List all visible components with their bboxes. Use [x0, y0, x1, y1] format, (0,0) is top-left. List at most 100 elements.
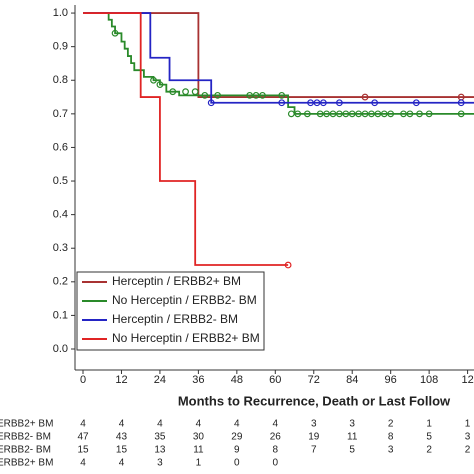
risk-count: 3 — [157, 458, 163, 469]
x-tick-label: 96 — [385, 374, 397, 386]
censor-mark — [374, 110, 382, 118]
censor-mark — [387, 110, 395, 118]
risk-count: 47 — [77, 432, 89, 443]
censor-mark — [246, 91, 254, 99]
risk-count: 35 — [154, 432, 166, 443]
risk-row-label: ERBB2+ BM — [0, 419, 53, 430]
censor-mark — [201, 91, 209, 99]
risk-count: 1 — [465, 419, 471, 430]
legend-label: Herceptin / ERBB2- BM — [112, 312, 238, 326]
censor-mark — [319, 99, 327, 107]
risk-count: 3 — [388, 445, 394, 456]
x-tick-label: 12 — [115, 374, 127, 386]
censor-mark — [416, 110, 423, 118]
risk-count: 29 — [231, 432, 243, 443]
censor-mark — [191, 88, 199, 96]
censor-mark — [368, 110, 375, 118]
risk-count: 26 — [270, 432, 282, 443]
censor-mark — [316, 110, 324, 118]
risk-count: 30 — [193, 432, 205, 443]
x-tick-label: 36 — [192, 374, 204, 386]
risk-count: 4 — [157, 419, 163, 430]
risk-count: 0 — [234, 458, 240, 469]
risk-count: 2 — [465, 445, 471, 456]
risk-count: 4 — [119, 419, 125, 430]
survival-curve — [83, 12, 474, 104]
censor-mark — [294, 110, 302, 118]
censor-mark — [425, 110, 433, 118]
censor-mark — [252, 91, 260, 99]
y-tick-label: 0.1 — [53, 309, 68, 321]
censor-mark — [335, 110, 343, 118]
risk-row-label: ERBB2- BM — [0, 432, 51, 443]
censor-mark — [457, 99, 465, 107]
censor-mark — [156, 81, 164, 89]
censor-mark — [406, 110, 414, 118]
censor-mark — [412, 99, 420, 107]
risk-count: 1 — [426, 419, 432, 430]
x-axis-title: Months to Recurrence, Death or Last Foll… — [178, 393, 451, 408]
censor-mark — [284, 261, 292, 269]
y-tick-label: 0.5 — [53, 175, 68, 187]
y-tick-label: 0.8 — [53, 74, 68, 86]
risk-count: 4 — [80, 419, 86, 430]
censor-mark — [278, 91, 286, 99]
censor-mark — [214, 91, 222, 99]
censor-mark — [457, 110, 465, 118]
x-tick-label: 12 — [461, 374, 473, 386]
censor-mark — [361, 110, 369, 118]
x-tick-label: 60 — [269, 374, 281, 386]
risk-count: 13 — [154, 445, 166, 456]
risk-count: 43 — [116, 432, 128, 443]
y-tick-label: 0.3 — [53, 242, 68, 254]
censor-mark — [323, 110, 330, 118]
censor-mark — [380, 110, 388, 118]
censor-mark — [278, 99, 286, 107]
censor-mark — [259, 91, 266, 99]
x-tick-label: 84 — [346, 374, 358, 386]
censor-mark — [371, 99, 379, 107]
censor-mark — [361, 93, 369, 101]
risk-count: 3 — [465, 432, 471, 443]
risk-count: 2 — [426, 445, 432, 456]
risk-count: 5 — [349, 445, 355, 456]
censor-mark — [182, 88, 189, 96]
legend-label: No Herceptin / ERBB2- BM — [112, 293, 257, 307]
risk-count: 11 — [347, 432, 358, 443]
risk-count: 2 — [388, 419, 394, 430]
censor-mark — [348, 110, 356, 118]
risk-count: 7 — [311, 445, 317, 456]
censor-mark — [329, 110, 337, 118]
risk-count: 5 — [426, 432, 432, 443]
risk-count: 11 — [193, 445, 204, 456]
censor-mark — [287, 110, 295, 118]
y-tick-label: 0.6 — [53, 141, 68, 153]
x-tick-label: 72 — [308, 374, 320, 386]
censor-mark — [307, 99, 314, 107]
risk-count: 9 — [234, 445, 240, 456]
x-tick-label: 48 — [231, 374, 243, 386]
legend-box — [76, 271, 265, 351]
survival-curve — [83, 12, 289, 266]
risk-count: 0 — [273, 458, 279, 469]
risk-count: 15 — [77, 445, 89, 456]
survival-curve — [83, 12, 474, 115]
risk-count: 1 — [196, 458, 202, 469]
y-tick-label: 0.2 — [53, 276, 68, 288]
censor-mark — [342, 110, 350, 118]
risk-count: 4 — [273, 419, 279, 430]
censor-mark — [335, 99, 343, 107]
y-tick-label: 1.0 — [53, 7, 68, 19]
risk-count: 19 — [308, 432, 320, 443]
censor-mark — [313, 99, 321, 107]
y-tick-label: 0.0 — [53, 343, 68, 355]
y-tick-label: 0.9 — [53, 41, 68, 53]
y-tick-label: 0.4 — [53, 209, 68, 221]
x-tick-label: 108 — [420, 374, 438, 386]
risk-count: 4 — [196, 419, 202, 430]
risk-count: 8 — [388, 432, 394, 443]
y-tick-label: 0.7 — [53, 108, 68, 120]
censor-mark — [207, 99, 215, 107]
legend-label: Herceptin / ERBB2+ BM — [112, 274, 241, 288]
